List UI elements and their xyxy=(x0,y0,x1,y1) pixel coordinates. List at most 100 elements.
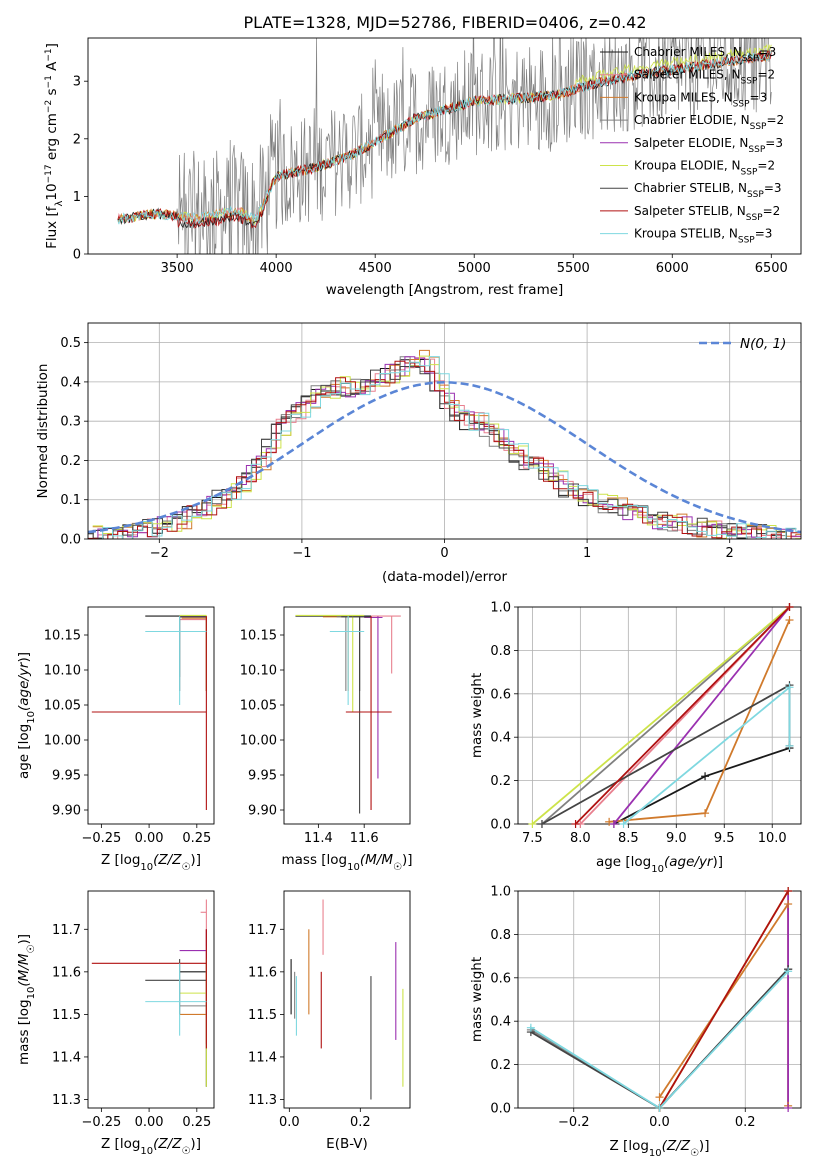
x-tick-label: 3500 xyxy=(161,261,194,276)
y-tick-label: 10.05 xyxy=(240,699,277,714)
x-axis-label: Z [log10(Z/Z☉)] xyxy=(101,1136,201,1157)
panel-spectrum: 3500 4000 4500 5000 5500 6000 6500 0 1 2 3 waveleng… xyxy=(44,37,802,298)
errorbar-salpeter-miles xyxy=(371,615,401,674)
plus-marker xyxy=(619,820,628,828)
errorbar-chabrier-miles xyxy=(179,963,207,1087)
errorbar-salpeter-elodie xyxy=(179,616,207,691)
y-tick-label: 0.4 xyxy=(60,375,81,390)
x-tick-label: 5500 xyxy=(557,261,590,276)
plus-marker xyxy=(784,967,793,976)
y-tick-label: 11.5 xyxy=(248,1008,277,1023)
weight-line-chabrier-stelib xyxy=(530,968,789,1108)
x-tick-label: 6000 xyxy=(656,261,689,276)
plot-area xyxy=(531,607,791,824)
x-tick-label: 0 xyxy=(440,546,448,561)
plus-marker xyxy=(655,1093,664,1102)
errorbar-chabrier-miles xyxy=(145,615,207,691)
plus-marker xyxy=(609,820,618,828)
y-axis-label: age [log10(age/yr)] xyxy=(16,652,37,779)
legend-entry: Salpeter STELIB, NSSP=2 xyxy=(634,204,780,223)
x-tick-label: 0.2 xyxy=(735,1115,756,1130)
y-tick-label: 0.2 xyxy=(60,454,81,469)
x-tick-label: 11.6 xyxy=(350,831,379,846)
weight-line-salpeter-stelib xyxy=(658,891,789,1108)
y-tick-label: 3 xyxy=(73,75,81,90)
plus-marker xyxy=(784,887,793,895)
weight-line-kroupa-stelib xyxy=(530,970,789,1108)
x-tick-label: 7.5 xyxy=(522,831,543,846)
errorbar-salpeter-stelib xyxy=(91,616,207,810)
axes-frame xyxy=(283,890,411,1109)
x-axis-label: E(B-V) xyxy=(326,1136,368,1152)
y-tick-label: 0.0 xyxy=(490,1102,511,1117)
plot-area xyxy=(295,614,401,814)
plus-marker xyxy=(784,1104,793,1112)
y-tick-label: 0.4 xyxy=(490,1015,511,1030)
panel-age-vs-Z: −0.25 0.00 0.25 9.90 9.95 10.00 10.05 10.10 10.1… xyxy=(16,606,215,873)
axes-frame xyxy=(517,606,802,825)
x-tick-label: 5000 xyxy=(458,261,491,276)
panel-mass-vs-EBV: 0.0 0.2 11.3 11.4 11.5 11.6 11.7 E(B-V) xyxy=(248,890,411,1152)
axes-frame xyxy=(87,37,802,255)
y-axis-label: Normed distribution xyxy=(35,364,51,499)
y-tick-label: 0.0 xyxy=(60,533,81,548)
plus-marker xyxy=(526,1023,535,1032)
y-tick-label: 11.6 xyxy=(52,965,81,980)
plus-marker xyxy=(655,1104,664,1112)
legend-entry: Chabrier STELIB, NSSP=3 xyxy=(634,181,782,200)
y-tick-label: 11.3 xyxy=(248,1093,277,1108)
axes-frame xyxy=(87,890,215,1109)
y-tick-label: 10.00 xyxy=(44,734,81,749)
x-tick-label: 11.4 xyxy=(304,831,333,846)
x-tick-label: −2 xyxy=(150,546,169,561)
y-tick-label: 0.4 xyxy=(490,731,511,746)
errorbar-kroupa-miles xyxy=(181,616,207,691)
weight-line-chabrier-stelib xyxy=(541,683,791,824)
legend-entry: Salpeter ELODIE, NSSP=3 xyxy=(634,136,783,155)
errorbar-kroupa-miles xyxy=(179,929,207,1045)
x-axis-label: wavelength [Angstrom, rest frame] xyxy=(326,282,564,298)
x-tick-label: 8.0 xyxy=(570,831,591,846)
legend-entry: Chabrier ELODIE, NSSP=2 xyxy=(634,113,784,132)
plot-area xyxy=(290,899,404,1100)
x-tick-label: −0.2 xyxy=(558,1115,590,1130)
legend-entry: Kroupa MILES, NSSP=3 xyxy=(634,90,767,109)
x-tick-label: 9.5 xyxy=(714,831,735,846)
x-tick-label: 0.25 xyxy=(182,1115,211,1130)
panel-mass-weight-vs-Z: −0.2 0.0 0.2 0.0 0.2 0.4 0.6 0.8 1.0 Z [log10(Z/Z… xyxy=(469,885,802,1159)
axes-frame xyxy=(87,322,802,540)
plus-marker xyxy=(537,820,546,828)
x-tick-label: 1 xyxy=(583,546,591,561)
y-tick-label: 11.3 xyxy=(52,1093,81,1108)
legend-entry: Kroupa ELODIE, NSSP=2 xyxy=(634,159,775,178)
plus-marker xyxy=(605,817,614,826)
y-tick-label: 0 xyxy=(73,248,81,263)
y-tick-label: 1 xyxy=(73,190,81,205)
y-tick-label: 10.00 xyxy=(240,734,277,749)
x-tick-label: 2 xyxy=(726,546,734,561)
errorbar-kroupa-elodie xyxy=(179,614,207,691)
y-tick-label: 9.95 xyxy=(52,769,81,784)
histogram-chabrier-stelib xyxy=(88,365,797,539)
errorbar-salpeter-miles xyxy=(200,899,207,947)
panel-age-vs-mass: 11.4 11.6 9.90 9.95 10.00 10.05 10.10 10.15 mass… xyxy=(240,606,413,873)
panel-mass-weight-vs-age: 7.5 8.0 8.5 9.0 9.5 10.0 0.0 0.2 0.4 0.6 0.8 1.0 age… xyxy=(469,601,802,875)
legend-entry: Salpeter MILES, NSSP=2 xyxy=(634,68,775,87)
y-axis-label: mass weight xyxy=(469,957,485,1042)
y-tick-label: 0.2 xyxy=(490,774,511,789)
y-tick-label: 1.0 xyxy=(490,601,511,616)
x-axis-label: age [log10(age/yr)] xyxy=(596,854,723,875)
y-tick-label: 11.5 xyxy=(52,1008,81,1023)
y-tick-label: 11.4 xyxy=(52,1050,81,1065)
y-tick-label: 10.05 xyxy=(44,699,81,714)
axes-frame xyxy=(87,606,215,825)
errorbar-salpeter-elodie xyxy=(179,929,207,1045)
errorbar-kroupa-miles xyxy=(322,616,365,691)
y-tick-label: 10.10 xyxy=(44,664,81,679)
y-tick-label: 0.5 xyxy=(60,336,81,351)
x-tick-label: 4000 xyxy=(260,261,293,276)
errorbar-kroupa-stelib xyxy=(329,616,365,705)
histogram-kroupa-stelib xyxy=(92,356,801,539)
y-tick-label: 0.1 xyxy=(60,493,81,508)
x-tick-label: −0.25 xyxy=(81,831,121,846)
